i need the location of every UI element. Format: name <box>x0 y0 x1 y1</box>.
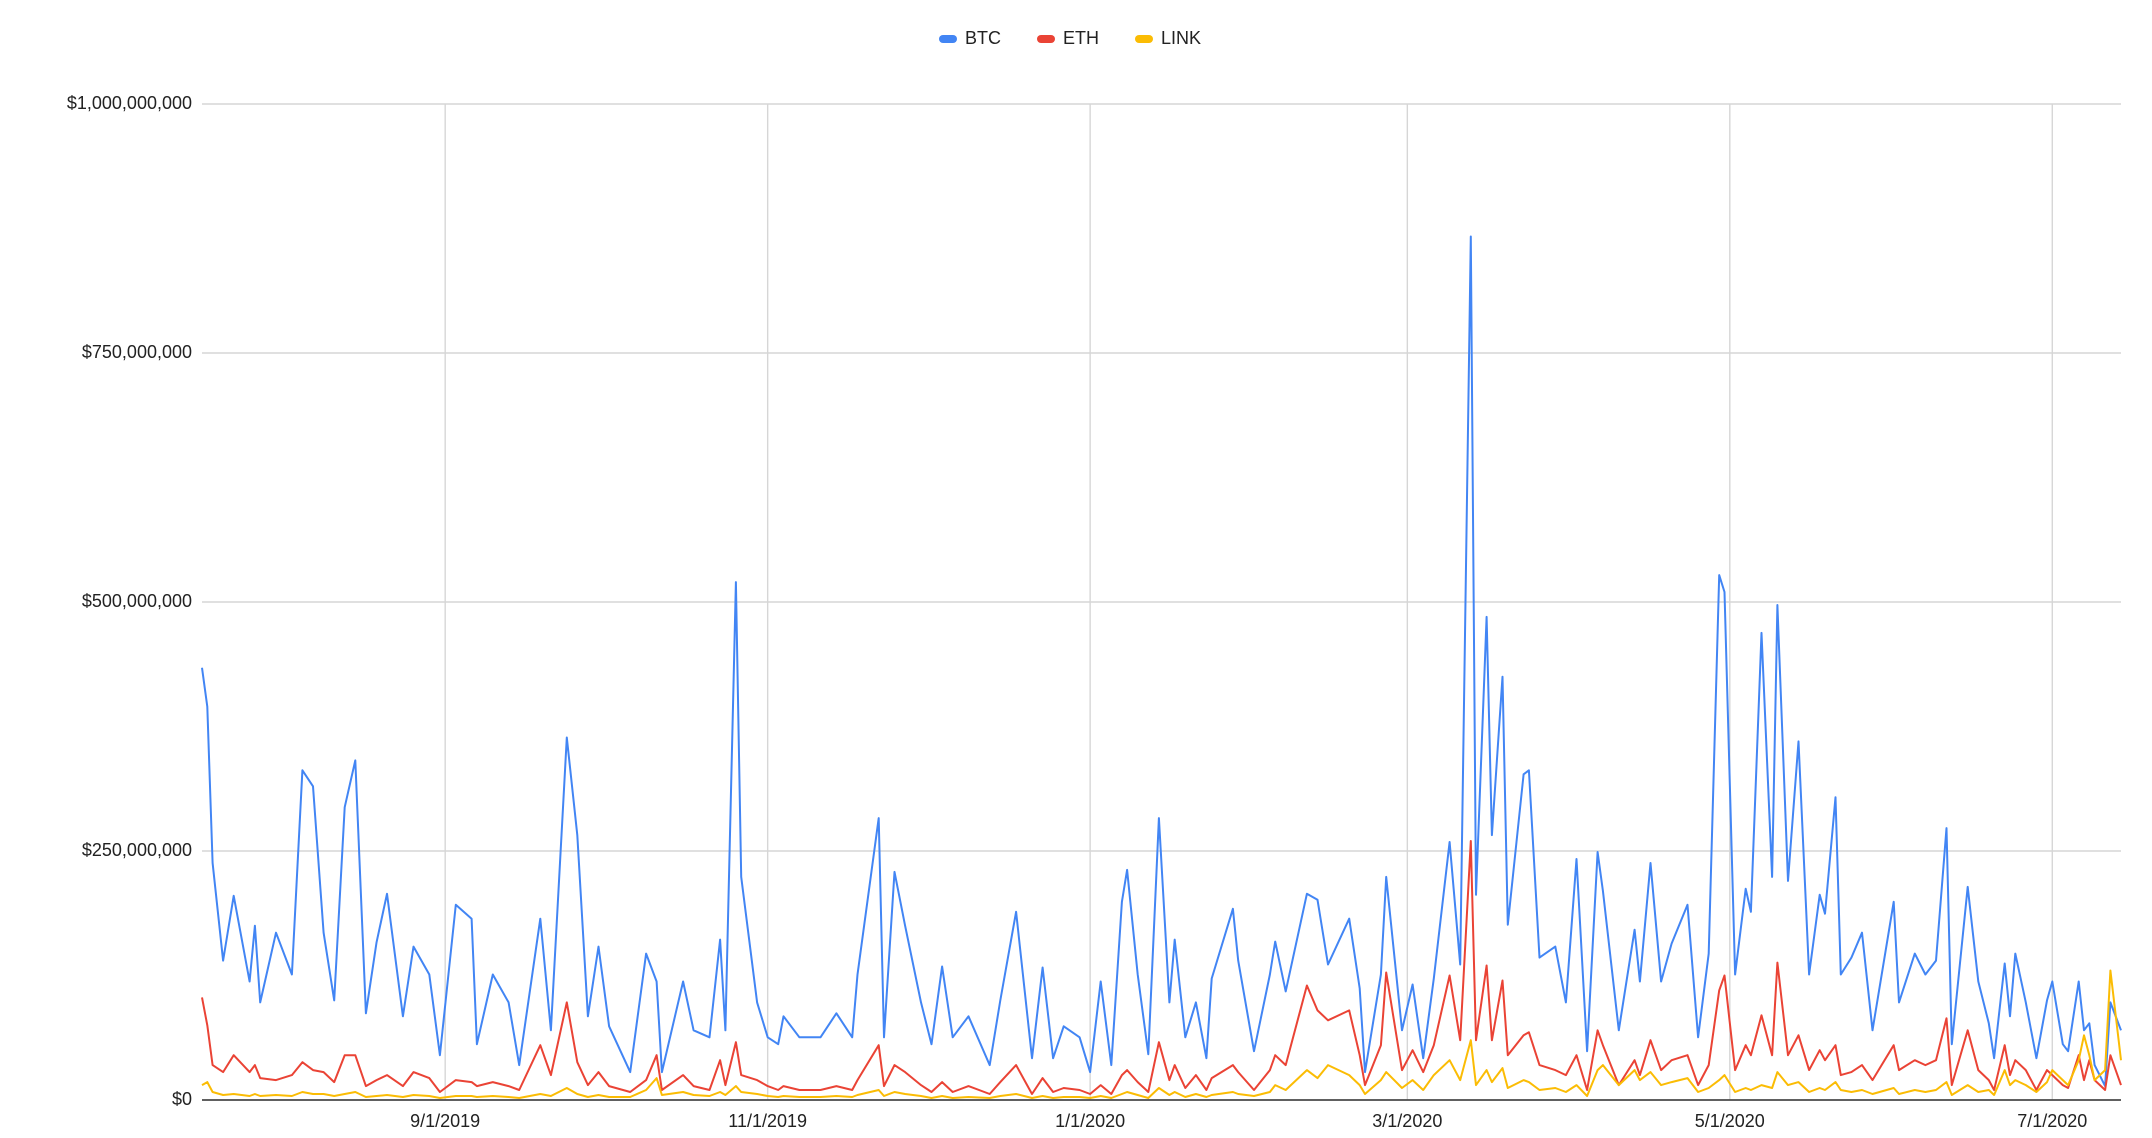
series-line <box>201 235 2122 1088</box>
y-tick-label: $0 <box>172 1089 192 1109</box>
legend-swatch <box>1037 35 1055 43</box>
x-tick-label: 5/1/2020 <box>1695 1111 1765 1131</box>
x-tick-label: 7/1/2020 <box>2017 1111 2087 1131</box>
x-tick-label: 11/1/2019 <box>728 1111 807 1131</box>
x-tick-label: 9/1/2019 <box>410 1111 480 1131</box>
y-tick-label: $750,000,000 <box>82 342 192 362</box>
y-tick-label: $1,000,000,000 <box>67 93 192 113</box>
legend-label: ETH <box>1063 28 1099 48</box>
y-tick-label: $250,000,000 <box>82 840 192 860</box>
x-tick-label: 1/1/2020 <box>1055 1111 1125 1131</box>
legend-swatch <box>1135 35 1153 43</box>
legend-label: BTC <box>965 28 1001 48</box>
series-line <box>201 840 2122 1095</box>
y-tick-label: $500,000,000 <box>82 591 192 611</box>
series-line <box>201 969 2122 1099</box>
legend-swatch <box>939 35 957 43</box>
legend-label: LINK <box>1161 28 1201 48</box>
x-tick-label: 3/1/2020 <box>1372 1111 1442 1131</box>
